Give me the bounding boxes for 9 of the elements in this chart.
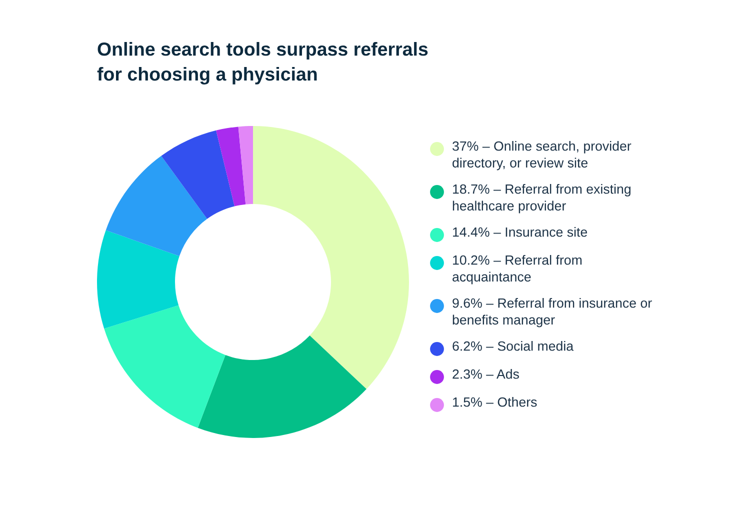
legend-label: 10.2% – Referral from acquaintance: [452, 255, 582, 284]
chart-title: Online search tools surpass referrals for choosing a physician: [97, 42, 428, 85]
legend-label: 1.5% – Others: [453, 397, 537, 407]
legend-label: 2.3% – Ads: [452, 369, 519, 379]
legend-label: 18.7% – Referral from existing healthcare provider: [452, 184, 630, 214]
legend-label: 37% – Online search, provider directory, or review site: [452, 141, 632, 170]
legend-label: 6.2% – Social media: [452, 341, 574, 351]
legend-label: 14.4% – Insurance site: [453, 227, 588, 237]
legend-label: 9.6% – Referral from insurance or benefits manager: [452, 298, 652, 328]
